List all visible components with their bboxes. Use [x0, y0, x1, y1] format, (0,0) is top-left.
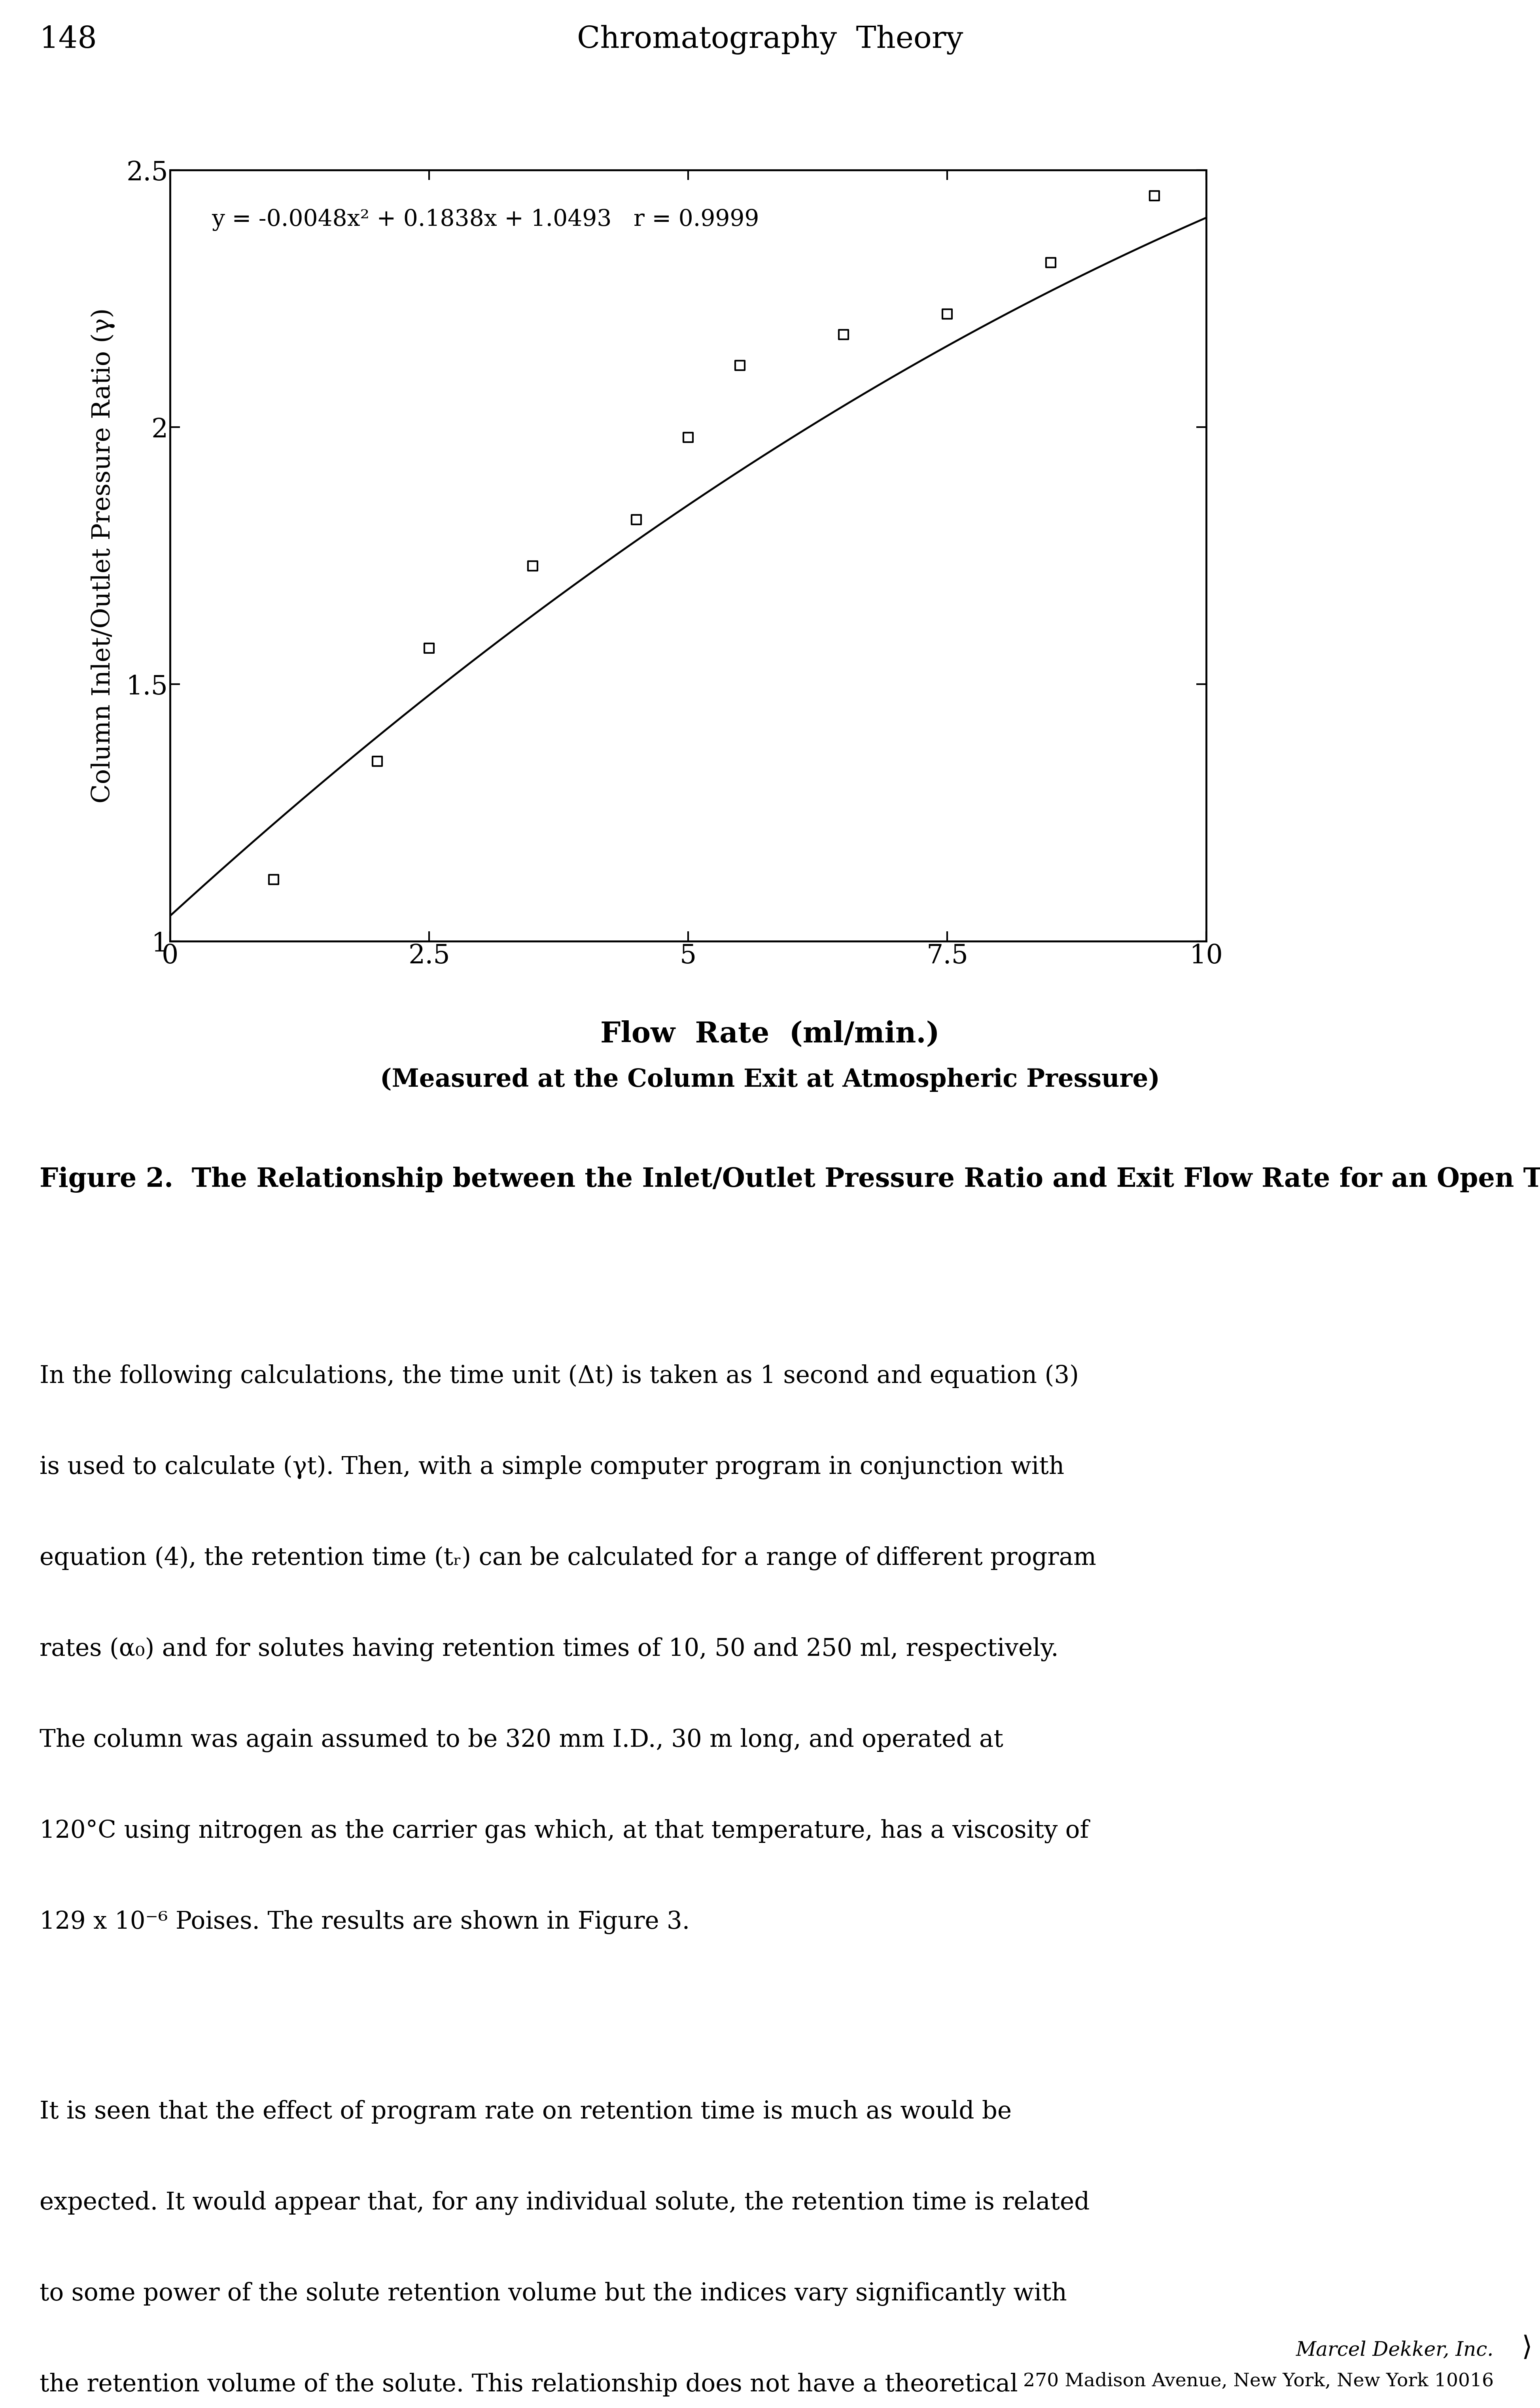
Text: It is seen that the effect of program rate on retention time is much as would be: It is seen that the effect of program ra… — [40, 2100, 1012, 2124]
Text: equation (4), the retention time (tᵣ) can be calculated for a range of different: equation (4), the retention time (tᵣ) ca… — [40, 1546, 1096, 1570]
Point — [935, 294, 959, 332]
Text: rates (α₀) and for solutes having retention times of 10, 50 and 250 ml, respecti: rates (α₀) and for solutes having retent… — [40, 1637, 1058, 1662]
Text: Flow  Rate  (ml/min.): Flow Rate (ml/min.) — [601, 1021, 939, 1047]
Text: to some power of the solute retention volume but the indices vary significantly : to some power of the solute retention vo… — [40, 2283, 1067, 2307]
Point — [1143, 176, 1167, 214]
Text: Marcel Dekker, Inc.: Marcel Dekker, Inc. — [1297, 2341, 1494, 2360]
Text: 148: 148 — [40, 24, 97, 53]
Point — [365, 742, 390, 780]
Point — [1038, 243, 1063, 282]
Text: 120°C using nitrogen as the carrier gas which, at that temperature, has a viscos: 120°C using nitrogen as the carrier gas … — [40, 1818, 1089, 1842]
Text: the retention volume of the solute. This relationship does not have a theoretica: the retention volume of the solute. This… — [40, 2372, 1018, 2396]
Text: ⟩: ⟩ — [1522, 2336, 1532, 2360]
Text: is used to calculate (γt). Then, with a simple computer program in conjunction w: is used to calculate (γt). Then, with a … — [40, 1454, 1064, 1479]
Point — [417, 628, 442, 667]
Point — [676, 419, 701, 458]
Text: In the following calculations, the time unit (Δt) is taken as 1 second and equat: In the following calculations, the time … — [40, 1365, 1080, 1389]
Text: y = -0.0048x² + 0.1838x + 1.0493   r = 0.9999: y = -0.0048x² + 0.1838x + 1.0493 r = 0.9… — [211, 209, 759, 231]
Text: The column was again assumed to be 320 mm I.D., 30 m long, and operated at: The column was again assumed to be 320 m… — [40, 1729, 1003, 1753]
Text: 270 Madison Avenue, New York, New York 10016: 270 Madison Avenue, New York, New York 1… — [1023, 2372, 1494, 2389]
Y-axis label: Column Inlet/Outlet Pressure Ratio (γ): Column Inlet/Outlet Pressure Ratio (γ) — [91, 308, 115, 804]
Point — [521, 547, 545, 585]
Text: Figure 2.  The Relationship between the Inlet/Outlet Pressure Ratio and Exit Flo: Figure 2. The Relationship between the I… — [40, 1165, 1540, 1192]
Text: (Measured at the Column Exit at Atmospheric Pressure): (Measured at the Column Exit at Atmosphe… — [380, 1067, 1160, 1093]
Text: Chromatography  Theory: Chromatography Theory — [578, 24, 962, 55]
Point — [262, 860, 286, 898]
Point — [727, 347, 752, 385]
Text: expected. It would appear that, for any individual solute, the retention time is: expected. It would appear that, for any … — [40, 2191, 1090, 2215]
Point — [624, 501, 648, 539]
Point — [832, 315, 856, 354]
Text: 129 x 10⁻⁶ Poises. The results are shown in Figure 3.: 129 x 10⁻⁶ Poises. The results are shown… — [40, 1910, 690, 1934]
